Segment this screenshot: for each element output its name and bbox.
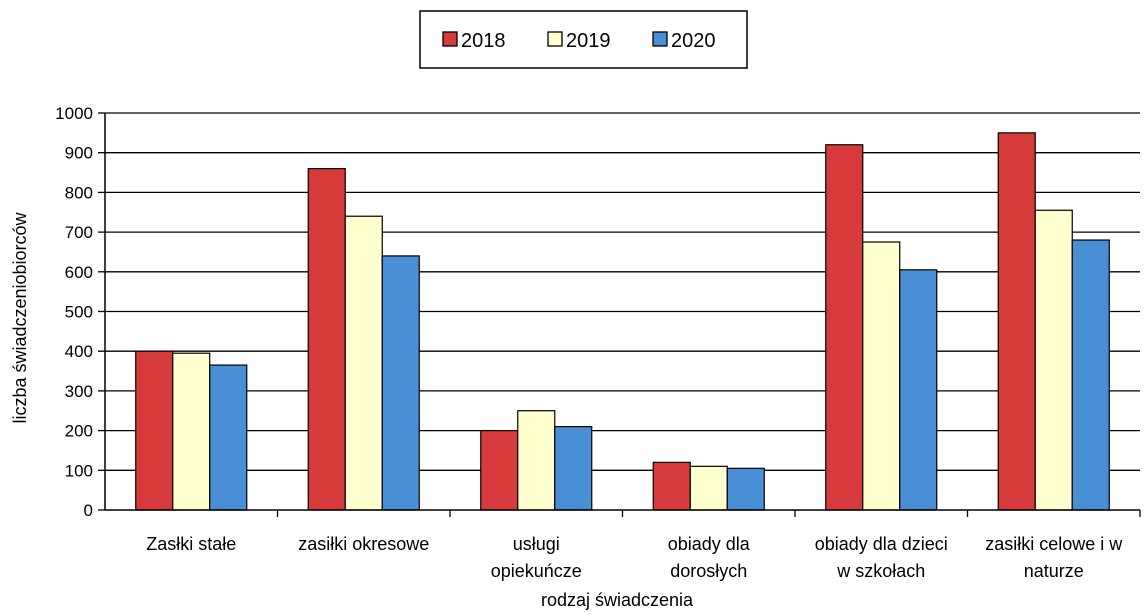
y-tick-label: 900 [65, 144, 93, 163]
bar-2020 [381, 255, 420, 511]
y-tick-label: 600 [65, 263, 93, 282]
bar-2020 [209, 364, 248, 511]
x-tick-label: Zasłki stałe [146, 534, 236, 554]
bar-2019 [344, 215, 383, 511]
x-tick-label: usługi opiekuńcze [491, 534, 582, 581]
x-axis-title: rodzaj świadczenia [541, 590, 694, 610]
bar-2018 [307, 167, 346, 511]
bars [135, 132, 1110, 511]
bar-2019 [172, 352, 211, 511]
bar-2020 [899, 269, 938, 511]
legend: 2018 2019 2020 [419, 10, 748, 69]
y-tick-label: 200 [65, 422, 93, 441]
bar-2018 [135, 350, 174, 511]
y-tick-label: 100 [65, 461, 93, 480]
bar-2018 [825, 144, 864, 511]
legend-swatch-2019 [547, 31, 563, 47]
y-tick-label: 300 [65, 382, 93, 401]
bar-2018 [997, 132, 1036, 511]
x-tick-label: zasiłki celowe i w naturze [985, 534, 1123, 581]
legend-label-2018: 2018 [461, 30, 506, 52]
bar-2020 [726, 467, 765, 511]
legend-label-2019: 2019 [566, 30, 611, 52]
legend-swatch-2018 [442, 31, 458, 47]
bar-2019 [862, 241, 901, 511]
legend-box [419, 10, 748, 69]
bar-2019 [689, 465, 728, 511]
y-tick-label: 500 [65, 303, 93, 322]
bar-2018 [652, 461, 691, 511]
bar-2020 [554, 426, 593, 511]
y-axis-ticks: 0 100 200 300 400 500 600 700 800 900 1000 [55, 104, 105, 520]
bar-2020 [1071, 239, 1110, 511]
legend-swatch-2020 [652, 31, 668, 47]
y-tick-label: 800 [65, 183, 93, 202]
y-tick-label: 0 [84, 501, 93, 520]
y-tick-label: 400 [65, 342, 93, 361]
axes [104, 113, 1141, 517]
bar-2019 [517, 410, 556, 511]
x-tick-label: zasiłki okresowe [298, 534, 429, 554]
y-tick-label: 1000 [55, 104, 93, 123]
bar-2019 [1034, 209, 1073, 511]
y-tick-label: 700 [65, 223, 93, 242]
legend-label-2020: 2020 [671, 30, 716, 52]
x-axis-labels: Zasłki stałe zasiłki okresowe usługi opieku… [146, 534, 1123, 581]
gridlines [105, 112, 1140, 471]
x-tick-label: obiady dla dorosłych [668, 534, 751, 581]
x-tick-label: obiady dla dzieci w szkołach [815, 534, 948, 581]
y-axis-title: liczba świadczeniobiorców [10, 211, 30, 423]
bar-2018 [480, 430, 519, 511]
